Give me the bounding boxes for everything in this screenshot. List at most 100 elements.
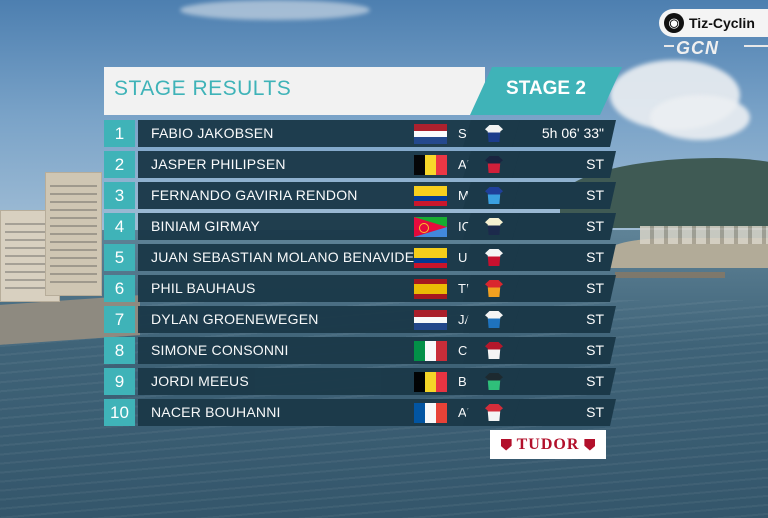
jersey-cell: [463, 151, 521, 178]
jersey-cell: [463, 120, 521, 147]
time-cell: ST: [512, 151, 616, 178]
divider: [744, 45, 768, 47]
time-cell: ST: [512, 399, 616, 426]
rider-name: NACER BOUHANNI: [151, 404, 281, 420]
netherlands-flag-icon: [414, 124, 447, 144]
finish-time: 5h 06' 33": [541, 125, 604, 141]
jersey-icon: [485, 187, 503, 204]
logo-text: Tiz-Cyclin: [689, 15, 755, 31]
time-cell: ST: [512, 244, 616, 271]
sponsor-badge: TUDOR: [490, 430, 606, 459]
rider-cell: BINIAM GIRMAYICW: [138, 213, 483, 240]
position-number: 10: [104, 399, 135, 426]
rider-cell: FERNANDO GAVIRIA RENDONMOV: [138, 182, 488, 209]
time-cell: ST: [512, 337, 616, 364]
colombia-flag-icon: [414, 186, 447, 206]
jersey-icon: [485, 249, 503, 266]
finish-time: ST: [586, 187, 604, 203]
channel-logo-icon: ◉: [664, 13, 684, 33]
jersey-cell: [463, 399, 521, 426]
stage-label: STAGE 2: [506, 78, 586, 99]
rider-name: PHIL BAUHAUS: [151, 280, 256, 296]
jersey-cell: [463, 275, 521, 302]
shield-icon: [500, 438, 512, 451]
page-title: STAGE RESULTS: [114, 77, 292, 100]
jersey-cell: [463, 244, 521, 271]
position-number: 1: [104, 120, 135, 147]
finish-time: ST: [586, 404, 604, 420]
time-cell: ST: [512, 182, 616, 209]
channel-wordmark: GCN: [676, 38, 719, 58]
position-number: 3: [104, 182, 135, 209]
position-number: 5: [104, 244, 135, 271]
rider-cell: JASPER PHILIPSENADC: [138, 151, 485, 178]
france-flag-icon: [414, 403, 447, 423]
time-cell: ST: [512, 275, 616, 302]
netherlands-flag-icon: [414, 310, 447, 330]
rider-cell: JORDI MEEUSBOH: [138, 368, 486, 395]
rider-name: DYLAN GROENEWEGEN: [151, 311, 319, 327]
jersey-icon: [485, 373, 503, 390]
distant-town: [640, 226, 768, 244]
rider-name: SIMONE CONSONNI: [151, 342, 289, 358]
jersey-cell: [463, 337, 521, 364]
position-number: 9: [104, 368, 135, 395]
rider-cell: FABIO JAKOBSENSOQ: [138, 120, 487, 147]
rider-name: FABIO JAKOBSEN: [151, 125, 274, 141]
belgium-flag-icon: [414, 372, 447, 392]
building: [45, 172, 102, 296]
jersey-icon: [485, 311, 503, 328]
finish-time: ST: [586, 280, 604, 296]
cloud: [180, 0, 370, 20]
position-number: 6: [104, 275, 135, 302]
rider-cell: SIMONE CONSONNICOF: [138, 337, 485, 364]
jersey-icon: [485, 218, 503, 235]
rider-name: BINIAM GIRMAY: [151, 218, 260, 234]
rider-name: JORDI MEEUS: [151, 373, 249, 389]
shield-icon: [584, 438, 596, 451]
finish-time: ST: [586, 311, 604, 327]
jersey-icon: [485, 280, 503, 297]
sponsor-label: TUDOR: [516, 435, 580, 453]
rider-name: FERNANDO GAVIRIA RENDON: [151, 187, 358, 203]
jersey-icon: [485, 404, 503, 421]
position-number: 2: [104, 151, 135, 178]
rider-cell: PHIL BAUHAUSTBV: [138, 275, 483, 302]
jersey-cell: [463, 213, 521, 240]
divider: [664, 45, 674, 47]
position-number: 7: [104, 306, 135, 333]
jersey-cell: [463, 368, 521, 395]
eritrea-flag-icon: [414, 217, 447, 237]
jersey-icon: [485, 125, 503, 142]
position-number: 4: [104, 213, 135, 240]
rider-name: JASPER PHILIPSEN: [151, 156, 286, 172]
rider-cell: NACER BOUHANNIARK: [138, 399, 485, 426]
time-cell: ST: [512, 368, 616, 395]
finish-time: ST: [586, 218, 604, 234]
time-cell: ST: [512, 306, 616, 333]
colombia-flag-icon: [414, 248, 447, 268]
spain-flag-icon: [414, 279, 447, 299]
finish-time: ST: [586, 156, 604, 172]
cloud: [650, 95, 750, 140]
jersey-cell: [463, 306, 521, 333]
belgium-flag-icon: [414, 155, 447, 175]
broadcast-logo: ◉ Tiz-Cyclin: [659, 9, 768, 37]
finish-time: ST: [586, 373, 604, 389]
finish-time: ST: [586, 342, 604, 358]
finish-time: ST: [586, 249, 604, 265]
rider-cell: JUAN SEBASTIAN MOLANO BENAVIDESUAD: [138, 244, 485, 271]
jersey-icon: [485, 156, 503, 173]
time-cell: ST: [512, 213, 616, 240]
pier: [615, 272, 725, 278]
position-number: 8: [104, 337, 135, 364]
